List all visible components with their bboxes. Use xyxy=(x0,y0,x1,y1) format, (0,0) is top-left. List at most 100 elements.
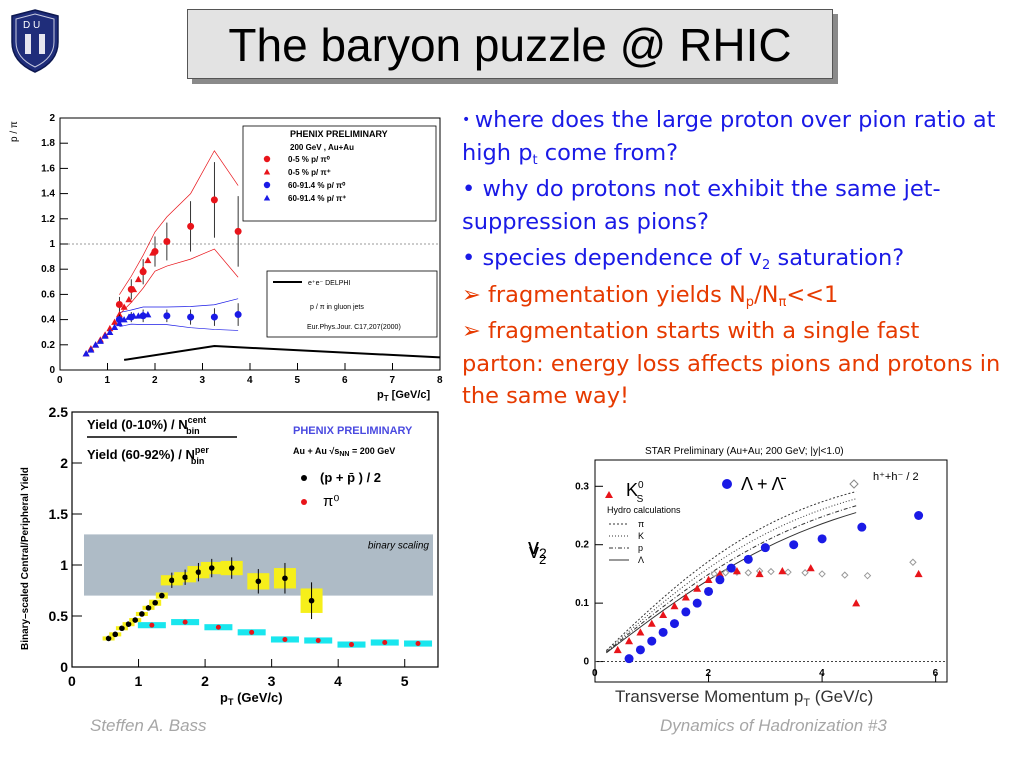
data-point-central-p-pi0 xyxy=(210,196,218,204)
data-point-hadron xyxy=(784,568,792,576)
data-point-peripheral-p-piplus xyxy=(92,341,100,348)
data-point-peripheral-p-pi0 xyxy=(163,312,171,320)
y-tick-label: 1.8 xyxy=(41,138,55,149)
data-point-lambda xyxy=(681,607,691,617)
data-point-lambda xyxy=(743,554,753,564)
data-point-peripheral-p-piplus xyxy=(120,316,128,323)
legend-delphi-label: e⁺e⁻ DELPHI xyxy=(308,280,350,287)
data-point-central-p-piplus xyxy=(111,318,119,325)
data-point-pi0 xyxy=(249,629,255,635)
data-point-lambda xyxy=(857,522,867,532)
data-point-lambda xyxy=(760,543,770,553)
data-point-hadron xyxy=(841,571,849,579)
data-point-proton xyxy=(105,635,112,642)
hydro-label: Hydro calculations xyxy=(607,505,681,515)
data-point-k0s xyxy=(693,584,702,592)
data-point-k0s xyxy=(778,567,787,575)
x-tick-label: 4 xyxy=(819,668,825,679)
x-tick-label: 2 xyxy=(706,668,712,679)
legend-marker xyxy=(263,168,271,175)
data-point-lambda xyxy=(658,627,668,637)
hydro-legend-label: p xyxy=(638,543,643,553)
data-point-proton xyxy=(182,574,188,581)
x-tick-label: 1 xyxy=(105,375,111,386)
data-point-proton xyxy=(282,575,288,582)
x-tick-label: 5 xyxy=(401,673,409,689)
data-point-peripheral-p-piplus xyxy=(144,311,152,318)
data-point-proton xyxy=(139,611,145,617)
y-tick-label: 1.5 xyxy=(49,506,69,522)
data-point-k0s xyxy=(914,569,923,578)
legend-hadron-marker xyxy=(849,479,859,489)
data-point-proton xyxy=(228,565,235,571)
v2-side-label: v2 xyxy=(528,534,547,561)
data-point-pi0 xyxy=(182,619,188,625)
data-point-lambda xyxy=(914,511,924,520)
data-point-k0s xyxy=(647,619,656,627)
legend-label: 60-91.4 % p/ π⁰ xyxy=(288,181,346,190)
data-point-central-p-pi0 xyxy=(234,227,242,235)
bullet-dot-icon: • xyxy=(462,176,483,202)
y-tick-label: 0 xyxy=(60,659,68,675)
y-tick-label: 2.5 xyxy=(49,404,69,420)
x-tick-label: 0 xyxy=(68,673,76,689)
logo-lettering: D U xyxy=(23,20,40,31)
bullet-item-5: ➢ fragmentation starts with a single fas… xyxy=(462,318,1001,409)
legend-lambda-marker xyxy=(722,479,732,489)
y-tick-label: 1.4 xyxy=(41,189,55,200)
hydro-legend-label: K xyxy=(638,531,644,541)
chart-star-v2: 0 2 4 6 0 0.1 0.2 0.3 STAR Preliminary (Au+Au; … xyxy=(529,446,948,709)
slide-title: The baryon puzzle @ RHIC xyxy=(228,19,792,71)
legend-proton-marker xyxy=(301,475,307,481)
bullet-item-2: • why do protons not exhibit the same je… xyxy=(462,176,941,235)
data-point-hadron xyxy=(909,558,917,566)
data-point-proton xyxy=(159,592,165,599)
data-point-pi0 xyxy=(315,637,321,643)
data-point-proton xyxy=(255,578,262,585)
blue-envelope-line xyxy=(119,323,239,331)
hydro-legend-label: π xyxy=(638,519,644,529)
y-tick-label: 0.8 xyxy=(41,264,55,275)
data-point-proton xyxy=(169,577,175,584)
x-tick-label: 0 xyxy=(592,668,598,679)
legend-marker xyxy=(263,155,271,163)
hydro-legend-label: Λ xyxy=(638,555,644,565)
bullet-dot-icon: • xyxy=(462,245,483,271)
data-point-pi0 xyxy=(149,622,155,628)
ratio-numerator: Yield (0-10%) / Ncent bin xyxy=(87,415,206,436)
data-point-hadron xyxy=(818,570,826,578)
x-tick-label: 7 xyxy=(390,375,396,386)
data-point-proton xyxy=(208,565,215,571)
data-point-k0s xyxy=(613,645,622,654)
data-point-pi0 xyxy=(348,642,354,648)
footer-talk-title: Dynamics of Hadronization #3 xyxy=(660,716,887,735)
y-tick-label: 2 xyxy=(60,455,68,471)
legend-gluon-jets: p / π in gluon jets xyxy=(310,304,364,311)
x-tick-label: 4 xyxy=(247,375,253,386)
legend-title: PHENIX PRELIMINARY xyxy=(290,129,388,139)
binary-scaling-label: binary scaling xyxy=(368,540,430,551)
x-tick-label: 6 xyxy=(933,668,939,679)
y-tick-label: 0.3 xyxy=(575,481,589,492)
legend-pion-marker xyxy=(301,499,307,505)
x-tick-label: 4 xyxy=(334,673,342,689)
hydro-curve xyxy=(606,491,857,651)
data-point-central-p-piplus xyxy=(149,249,157,256)
bullet-item-4: ➢ fragmentation yields Np/Nπ<<1 xyxy=(462,281,839,310)
chart-binary-scaled-yield: binary scaling 0 1 2 3 4 5 0 0.5 1 1.5 2 2.5 Binary… xyxy=(20,404,439,707)
data-point-k0s xyxy=(670,602,679,610)
data-point-pi0 xyxy=(415,641,421,647)
data-point-peripheral-p-piplus xyxy=(115,319,123,327)
data-point-proton xyxy=(195,569,202,575)
y-tick-label: 0.2 xyxy=(575,540,589,551)
data-point-central-p-piplus xyxy=(130,285,138,293)
data-point-central-p-piplus xyxy=(115,311,123,318)
legend-pion-label: π⁰ xyxy=(323,493,339,510)
legend-subtitle: 200 GeV , Au+Au xyxy=(290,143,354,152)
data-point-proton xyxy=(112,631,119,638)
data-point-hadron xyxy=(710,570,718,578)
data-point-pi0 xyxy=(382,640,388,646)
data-point-central-p-piplus xyxy=(120,303,128,310)
data-point-proton xyxy=(119,625,125,632)
red-envelope-line xyxy=(119,150,239,295)
